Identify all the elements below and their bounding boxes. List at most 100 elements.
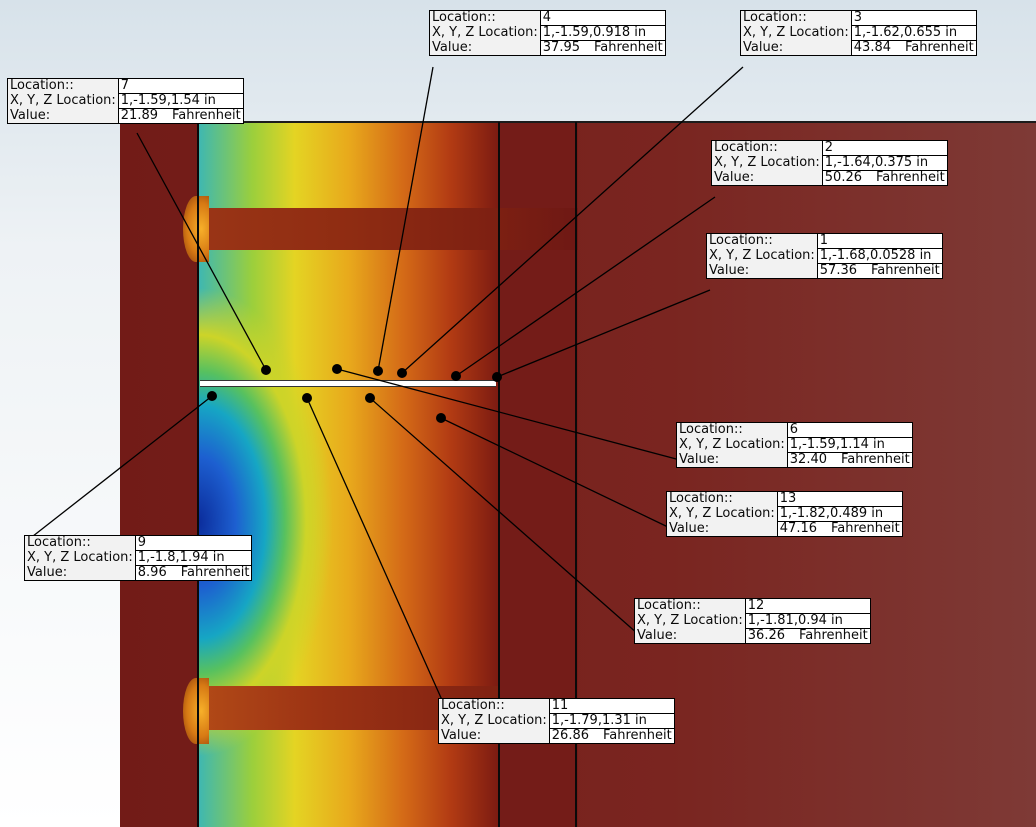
probe-point-1[interactable]	[492, 372, 502, 382]
xyz-label: X, Y, Z Location:	[711, 155, 823, 171]
temperature-unit: Fahrenheit	[831, 521, 900, 536]
temperature-number: 57.36	[819, 263, 857, 278]
xyz-row: X, Y, Z Location: 1,-1.82,0.489 in	[666, 506, 903, 522]
temperature-number: 32.40	[789, 452, 827, 467]
location-label: Location::	[676, 422, 788, 438]
probe-id: 7	[118, 78, 244, 94]
leader-line-6	[336, 368, 681, 461]
temperature-value: 57.36 Fahrenheit	[817, 263, 943, 279]
location-label: Location::	[666, 491, 778, 507]
probe-id: 9	[135, 535, 252, 551]
xyz-value: 1,-1.82,0.489 in	[777, 506, 903, 522]
xyz-row: X, Y, Z Location: 1,-1.59,0.918 in	[429, 25, 666, 41]
location-row: Location:: 13	[666, 491, 903, 507]
leader-line-3	[401, 66, 744, 374]
xyz-value: 1,-1.79,1.31 in	[549, 713, 675, 729]
probe-id: 4	[540, 10, 666, 26]
temperature-unit: Fahrenheit	[180, 565, 250, 580]
probe-result-box-1[interactable]: Location:: 1 X, Y, Z Location: 1,-1.68,0.05…	[706, 233, 943, 279]
probe-result-box-9[interactable]: Location:: 9 X, Y, Z Location: 1,-1.8,1.94 …	[24, 535, 253, 581]
probe-id: 6	[787, 422, 913, 438]
value-row: Value: 32.40 Fahrenheit	[676, 452, 913, 468]
temperature-value: 37.95 Fahrenheit	[540, 40, 666, 56]
value-row: Value: 21.89 Fahrenheit	[7, 108, 244, 124]
temperature-value: 21.89 Fahrenheit	[118, 108, 244, 124]
model-edge-left	[197, 122, 199, 827]
temperature-value: 32.40 Fahrenheit	[787, 452, 913, 468]
xyz-row: X, Y, Z Location: 1,-1.59,1.14 in	[676, 437, 913, 453]
value-label: Value:	[676, 452, 788, 468]
leader-line-12	[369, 397, 639, 635]
temperature-value: 43.84 Fahrenheit	[851, 40, 977, 56]
probe-result-box-12[interactable]: Location:: 12 X, Y, Z Location: 1,-1.81,0.9…	[634, 598, 871, 644]
leader-line-9	[27, 395, 213, 541]
probe-point-12[interactable]	[365, 393, 375, 403]
probe-result-box-11[interactable]: Location:: 11 X, Y, Z Location: 1,-1.79,1.3…	[438, 698, 675, 744]
probe-result-box-3[interactable]: Location:: 3 X, Y, Z Location: 1,-1.62,0.65…	[740, 10, 977, 56]
xyz-label: X, Y, Z Location:	[666, 506, 778, 522]
probe-result-box-4[interactable]: Location:: 4 X, Y, Z Location: 1,-1.59,0.91…	[429, 10, 666, 56]
probe-result-box-2[interactable]: Location:: 2 X, Y, Z Location: 1,-1.64,0.37…	[711, 140, 948, 186]
xyz-row: X, Y, Z Location: 1,-1.8,1.94 in	[24, 550, 252, 566]
probe-point-6[interactable]	[332, 364, 342, 374]
probe-point-11[interactable]	[302, 393, 312, 403]
probe-point-3[interactable]	[397, 368, 407, 378]
temperature-number: 36.26	[747, 628, 785, 643]
temperature-number: 50.26	[824, 170, 862, 185]
xyz-label: X, Y, Z Location:	[676, 437, 788, 453]
xyz-value: 1,-1.59,1.54 in	[118, 93, 244, 109]
probe-point-4[interactable]	[373, 366, 383, 376]
location-row: Location:: 11	[438, 698, 675, 714]
value-label: Value:	[429, 40, 541, 56]
temperature-unit: Fahrenheit	[841, 452, 910, 467]
location-row: Location:: 7	[7, 78, 244, 94]
leader-line-13	[440, 417, 671, 529]
probe-result-box-6[interactable]: Location:: 6 X, Y, Z Location: 1,-1.59,1.14…	[676, 422, 913, 468]
xyz-row: X, Y, Z Location: 1,-1.68,0.0528 in	[706, 248, 943, 264]
temperature-unit: Fahrenheit	[799, 628, 868, 643]
xyz-value: 1,-1.62,0.655 in	[851, 25, 977, 41]
gap-line	[200, 380, 496, 387]
xyz-value: 1,-1.68,0.0528 in	[817, 248, 943, 264]
xyz-row: X, Y, Z Location: 1,-1.79,1.31 in	[438, 713, 675, 729]
location-label: Location::	[438, 698, 550, 714]
value-label: Value:	[706, 263, 818, 279]
location-label: Location::	[711, 140, 823, 156]
xyz-value: 1,-1.59,1.14 in	[787, 437, 913, 453]
location-label: Location::	[7, 78, 119, 94]
probe-id: 13	[777, 491, 903, 507]
probe-point-9[interactable]	[207, 391, 217, 401]
temperature-unit: Fahrenheit	[876, 170, 945, 185]
xyz-label: X, Y, Z Location:	[7, 93, 119, 109]
temperature-number: 21.89	[120, 108, 158, 123]
xyz-label: X, Y, Z Location:	[24, 550, 136, 566]
leader-line-11	[306, 397, 443, 701]
value-label: Value:	[24, 565, 136, 581]
value-label: Value:	[7, 108, 119, 124]
value-label: Value:	[438, 728, 550, 744]
upper-bolt-head	[183, 196, 209, 262]
xyz-row: X, Y, Z Location: 1,-1.81,0.94 in	[634, 613, 871, 629]
probe-result-box-13[interactable]: Location:: 13 X, Y, Z Location: 1,-1.82,0.4…	[666, 491, 903, 537]
xyz-row: X, Y, Z Location: 1,-1.64,0.375 in	[711, 155, 948, 171]
temperature-number: 8.96	[137, 565, 167, 580]
value-row: Value: 36.26 Fahrenheit	[634, 628, 871, 644]
value-label: Value:	[711, 170, 823, 186]
probe-point-7[interactable]	[261, 365, 271, 375]
probe-point-2[interactable]	[451, 371, 461, 381]
value-row: Value: 37.95 Fahrenheit	[429, 40, 666, 56]
temperature-number: 37.95	[542, 40, 580, 55]
xyz-label: X, Y, Z Location:	[438, 713, 550, 729]
probe-id: 11	[549, 698, 675, 714]
probe-point-13[interactable]	[436, 413, 446, 423]
temperature-value: 8.96 Fahrenheit	[135, 565, 252, 581]
value-row: Value: 8.96 Fahrenheit	[24, 565, 252, 581]
location-row: Location:: 1	[706, 233, 943, 249]
temperature-unit: Fahrenheit	[172, 108, 241, 123]
model-edge-right	[575, 122, 577, 827]
probe-result-box-7[interactable]: Location:: 7 X, Y, Z Location: 1,-1.59,1.54…	[7, 78, 244, 124]
lower-bolt-head	[183, 678, 209, 744]
temperature-value: 47.16 Fahrenheit	[777, 521, 903, 537]
value-label: Value:	[666, 521, 778, 537]
location-row: Location:: 9	[24, 535, 252, 551]
